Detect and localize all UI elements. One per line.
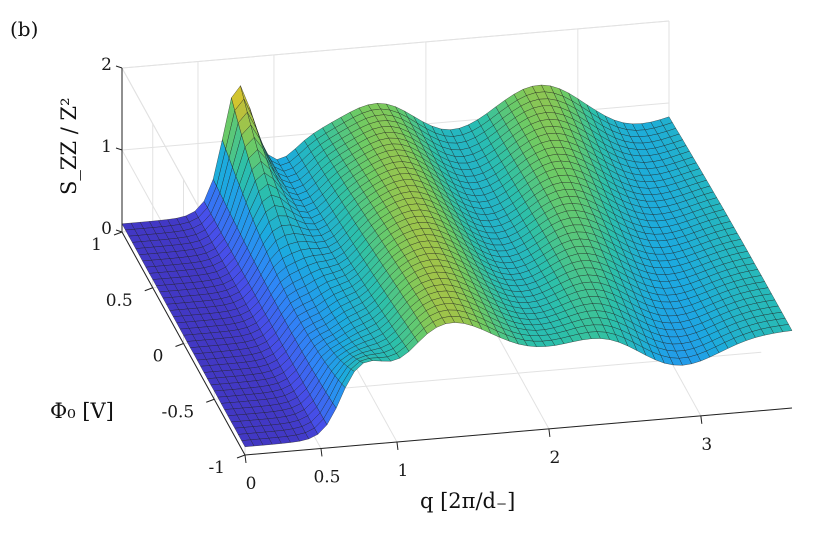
y-tick-mark <box>175 343 184 347</box>
z-tick-mark <box>115 147 123 151</box>
x-tick-label: 1 <box>398 461 409 481</box>
x-tick-label: 3 <box>701 435 712 455</box>
y-tick-mark <box>236 454 246 459</box>
y-tick-label: 0.5 <box>106 291 133 311</box>
x-tick-label: 0 <box>246 474 257 494</box>
z-tick-label: 0 <box>101 219 112 239</box>
z-tick-mark <box>115 229 123 233</box>
z-tick-label: 1 <box>101 137 112 157</box>
y-tick-label: -0.5 <box>161 402 194 422</box>
y-tick-mark <box>206 398 215 403</box>
panel-label: (b) <box>10 17 38 41</box>
x-tick-mark <box>700 415 703 424</box>
y-tick-label: 1 <box>91 235 102 255</box>
y-tick-label: 0 <box>153 347 164 367</box>
x-axis-label: q [2π/d₋] <box>420 489 515 513</box>
surface-mesh <box>121 84 793 448</box>
box-top-back <box>121 20 670 69</box>
y-tick-mark <box>144 287 153 292</box>
surface-patch <box>779 324 793 333</box>
x-tick-mark <box>320 448 323 457</box>
z-axis-label: S_ZZ / Z² <box>57 97 81 195</box>
y-tick-mark <box>113 231 123 236</box>
z-tick-label: 2 <box>101 55 112 75</box>
x-tick-label: 2 <box>549 448 560 468</box>
x-tick-mark <box>548 428 551 437</box>
y-tick-label: -1 <box>208 458 225 478</box>
z-tick-mark <box>115 65 123 69</box>
x-tick-mark <box>396 441 399 451</box>
y-axis-label: Φ₀ [V] <box>50 399 114 423</box>
x-tick-mark <box>244 454 247 464</box>
x-tick-label: 0.5 <box>313 467 340 487</box>
